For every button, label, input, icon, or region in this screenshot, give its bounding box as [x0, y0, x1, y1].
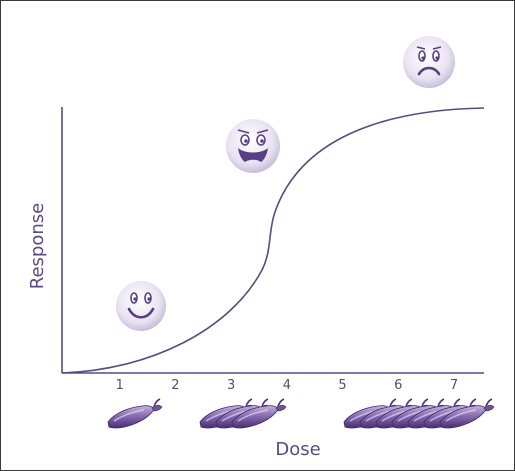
x-tick-label-5: 5	[338, 378, 346, 393]
x-tick-label-1: 1	[116, 378, 124, 393]
pepper-group-7	[343, 398, 495, 429]
sad-face-icon	[403, 36, 455, 88]
x-tick-labels: 1 2 3 4 5 6 7	[116, 378, 459, 393]
dose-response-curve	[61, 107, 485, 374]
y-axis-title: Response	[27, 203, 48, 289]
pepper-icon	[107, 398, 163, 429]
x-tick-label-7: 7	[450, 378, 458, 393]
pepper-group-3	[199, 398, 287, 429]
x-tick-label-3: 3	[227, 378, 235, 393]
pepper-groups	[107, 398, 495, 429]
x-tick-label-6: 6	[394, 378, 402, 393]
distressed-face-icon	[226, 119, 280, 173]
x-axis-title: Dose	[275, 439, 320, 460]
x-tick-label-4: 4	[283, 378, 291, 393]
pepper-group-1	[107, 398, 163, 429]
x-tick-label-2: 2	[171, 378, 179, 393]
happy-face-icon	[116, 281, 166, 331]
